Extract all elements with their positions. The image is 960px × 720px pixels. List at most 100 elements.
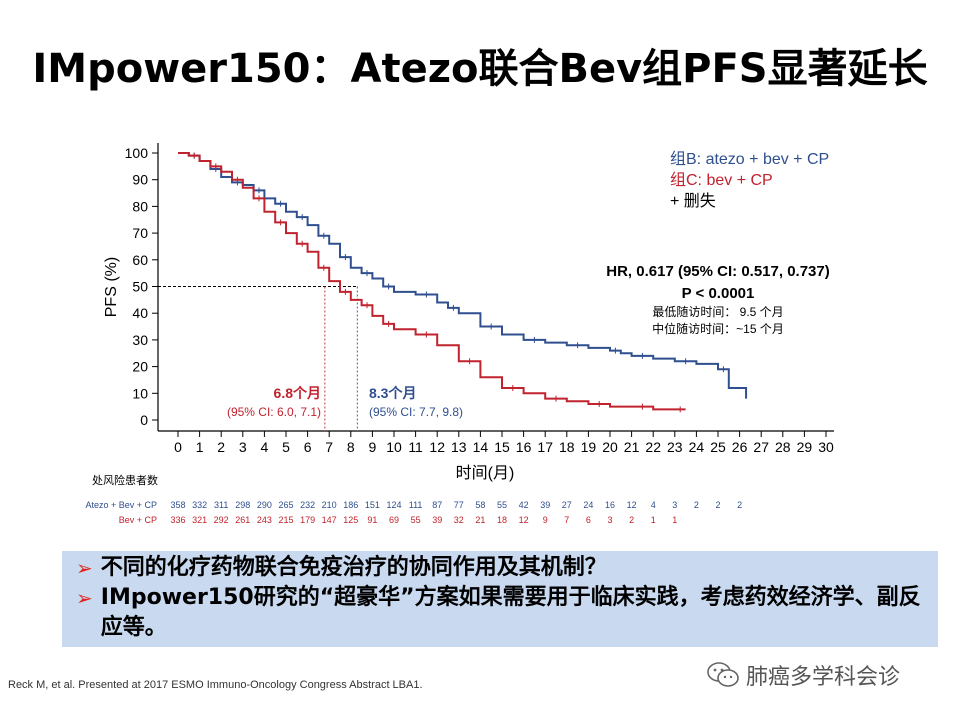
watermark-text: 肺癌多学科会诊 <box>746 665 901 690</box>
x-tick-label: 18 <box>559 439 575 455</box>
hazard-ratio: HR, 0.617 (95% CI: 0.517, 0.737) <box>606 263 829 280</box>
x-tick-label: 3 <box>239 439 247 455</box>
censor-mark <box>320 264 327 271</box>
risk-count: 12 <box>627 500 637 510</box>
censor-mark <box>450 304 457 311</box>
km-curves <box>178 152 748 413</box>
legend-entry: 组C: bev + CP <box>670 171 773 189</box>
median-follow-up: 中位随访时间：~15 个月 <box>652 321 784 336</box>
risk-count: 42 <box>519 500 529 510</box>
risk-count: 290 <box>257 500 272 510</box>
median-ci-label: (95% CI: 6.0, 7.1) <box>227 405 321 419</box>
censor-mark <box>320 232 327 239</box>
account-watermark: 肺癌多学科会诊 <box>706 659 900 691</box>
y-tick-label: 80 <box>132 198 148 214</box>
risk-count: 24 <box>583 500 593 510</box>
censor-mark <box>677 406 684 413</box>
x-tick-label: 6 <box>304 439 312 455</box>
y-tick-label: 60 <box>132 252 148 268</box>
y-tick-label: 30 <box>132 332 148 348</box>
risk-count: 321 <box>192 515 207 525</box>
x-tick-label: 30 <box>818 439 834 455</box>
y-tick-label: 100 <box>125 145 149 161</box>
risk-count: 21 <box>475 515 485 525</box>
risk-count: 4 <box>651 500 656 510</box>
x-tick-label: 20 <box>602 439 618 455</box>
callout-bullet: ➢ 不同的化疗药物联合免疫治疗的协同作用及其机制？ <box>76 553 924 583</box>
callout-bullet-text: 不同的化疗药物联合免疫治疗的协同作用及其机制？ <box>100 555 607 580</box>
arrow-bullet-icon: ➢ <box>76 586 93 610</box>
risk-count: 39 <box>540 500 550 510</box>
censor-mark <box>256 187 262 194</box>
risk-count: 265 <box>278 500 293 510</box>
risk-count: 55 <box>411 515 421 525</box>
legend-entry: 组B: atezo + bev + CP <box>670 150 829 168</box>
risk-count: 27 <box>562 500 572 510</box>
risk-count: 151 <box>365 500 380 510</box>
risk-count: 12 <box>519 515 529 525</box>
x-tick-label: 10 <box>386 439 402 455</box>
risk-count: 311 <box>214 500 228 510</box>
censor-mark <box>342 254 349 261</box>
risk-count: 69 <box>389 515 399 525</box>
risk-count: 215 <box>278 515 293 525</box>
censor-mark <box>299 240 306 247</box>
x-tick-label: 11 <box>408 439 423 455</box>
x-tick-label: 0 <box>174 439 182 455</box>
risk-count: 111 <box>409 500 423 510</box>
censor-mark <box>277 219 284 226</box>
censor-mark <box>553 395 559 402</box>
censor-mark <box>256 195 262 202</box>
risk-count: 125 <box>343 515 358 525</box>
chart-legend: 组B: atezo + bev + CP 组C: bev + CP + 删失 <box>670 150 829 210</box>
censor-mark <box>191 152 198 159</box>
censor-mark <box>364 270 370 277</box>
censor-mark <box>423 331 430 338</box>
censor-mark <box>720 366 727 373</box>
censor-mark <box>488 323 495 330</box>
risk-count: 186 <box>343 500 358 510</box>
page-title: IMpower150：Atezo联合Bev组PFS显著延长 <box>32 46 928 92</box>
x-tick-label: 9 <box>369 439 377 455</box>
x-tick-label: 8 <box>347 439 355 455</box>
risk-count: 7 <box>564 515 569 525</box>
median-value-label: 6.8个月 <box>274 385 321 401</box>
censor-mark <box>342 288 349 295</box>
risk-row-label: Atezo + Bev + CP <box>85 500 157 510</box>
risk-count: 3 <box>607 515 612 525</box>
censor-mark <box>299 214 306 221</box>
reference-footnote: Reck M, et al. Presented at 2017 ESMO Im… <box>8 679 423 691</box>
risk-count: 2 <box>737 500 742 510</box>
y-tick-label: 40 <box>132 305 148 321</box>
censor-mark <box>423 291 430 298</box>
censor-mark <box>212 163 219 170</box>
x-tick-label: 25 <box>710 439 726 455</box>
risk-count: 39 <box>432 515 442 525</box>
risk-count: 2 <box>715 500 720 510</box>
y-tick-label: 70 <box>132 225 148 241</box>
y-axis-label: PFS (%) <box>103 257 120 317</box>
risk-count: 9 <box>543 515 548 525</box>
y-tick-label: 20 <box>132 359 148 375</box>
censor-mark <box>385 320 392 327</box>
risk-count: 91 <box>367 515 377 525</box>
x-tick-label: 21 <box>624 439 640 455</box>
censor-mark <box>364 302 370 309</box>
censor-mark <box>466 358 473 365</box>
callout-bullet: ➢ IMpower150研究的“超豪华”方案如果需要用于临床实践，考虑药效经济学… <box>76 583 924 643</box>
censor-mark <box>682 358 689 365</box>
median-labels: 6.8个月 (95% CI: 6.0, 7.1) 8.3个月 (95% CI: 7.7… <box>227 385 463 419</box>
y-tick-label: 0 <box>140 412 148 428</box>
risk-row-label: Bev + CP <box>119 515 157 525</box>
risk-count: 6 <box>586 515 591 525</box>
y-tick-label: 10 <box>132 385 148 401</box>
risk-count: 261 <box>235 515 250 525</box>
risk-count: 210 <box>322 500 337 510</box>
censor-mark <box>639 352 646 359</box>
y-tick-label: 50 <box>132 279 148 295</box>
x-tick-label: 15 <box>494 439 510 455</box>
risk-count: 2 <box>629 515 634 525</box>
